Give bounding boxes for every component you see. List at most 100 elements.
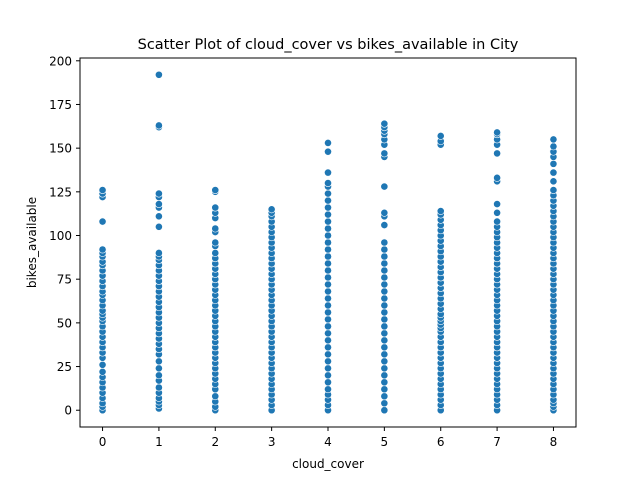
x-tick-label: 1 xyxy=(155,435,163,449)
data-point xyxy=(324,364,332,373)
data-point xyxy=(380,273,389,282)
x-tick-label: 7 xyxy=(493,435,501,449)
data-point xyxy=(324,315,332,324)
data-point xyxy=(155,371,163,380)
data-point xyxy=(324,196,332,205)
x-tick-label: 8 xyxy=(550,435,558,449)
data-point xyxy=(436,207,445,215)
data-point xyxy=(380,378,389,387)
x-tick-label: 2 xyxy=(211,435,219,449)
y-tick-label: 75 xyxy=(57,273,72,287)
data-point xyxy=(98,245,107,254)
x-tick-label: 0 xyxy=(99,435,107,449)
data-point xyxy=(155,189,163,198)
data-point xyxy=(211,238,220,247)
data-point xyxy=(324,259,332,268)
y-tick-label: 0 xyxy=(64,404,72,418)
data-point xyxy=(493,128,501,137)
data-point xyxy=(380,287,389,296)
data-point xyxy=(324,336,332,345)
data-point xyxy=(380,308,389,317)
data-point xyxy=(324,371,332,380)
data-point xyxy=(324,210,332,219)
data-point xyxy=(493,173,501,182)
data-point xyxy=(98,360,107,369)
x-tick-label: 3 xyxy=(268,435,276,449)
x-tick-label: 4 xyxy=(324,435,332,449)
data-point xyxy=(98,367,107,376)
data-point xyxy=(324,189,332,198)
data-point xyxy=(324,231,332,240)
data-point xyxy=(324,273,332,282)
data-point xyxy=(324,266,332,275)
data-point xyxy=(324,308,332,317)
data-point xyxy=(493,200,501,208)
data-point xyxy=(155,364,163,373)
data-point xyxy=(324,217,332,226)
data-point xyxy=(267,205,276,214)
data-point xyxy=(324,147,332,156)
data-point xyxy=(549,177,558,186)
data-point xyxy=(324,238,332,247)
y-tick-label: 50 xyxy=(57,316,72,330)
data-point xyxy=(155,70,163,79)
data-point xyxy=(211,186,220,194)
data-point xyxy=(380,322,389,331)
x-tick-label: 6 xyxy=(437,435,445,449)
data-point xyxy=(380,149,389,158)
x-tick-label: 5 xyxy=(381,435,389,449)
data-point xyxy=(324,139,332,147)
chart-title: Scatter Plot of cloud_cover vs bikes_ava… xyxy=(138,37,519,53)
data-point xyxy=(324,385,332,394)
data-point xyxy=(549,168,558,177)
y-axis: 0 25 50 75 100 125 150 175 200 xyxy=(49,54,80,418)
y-tick-label: 100 xyxy=(49,229,72,243)
data-point xyxy=(324,287,332,296)
y-tick-label: 125 xyxy=(49,185,72,199)
x-axis: 0 1 2 3 4 5 6 7 8 xyxy=(99,427,558,449)
data-point xyxy=(155,383,163,392)
data-point xyxy=(324,252,332,261)
data-point xyxy=(380,238,389,247)
data-point xyxy=(380,343,389,352)
data-point xyxy=(324,378,332,387)
data-point xyxy=(155,212,163,221)
x-axis-label: cloud_cover xyxy=(292,457,364,471)
data-point xyxy=(380,301,389,310)
data-point xyxy=(211,224,220,233)
data-point xyxy=(380,336,389,345)
data-point xyxy=(324,294,332,303)
data-point xyxy=(324,168,332,177)
data-point xyxy=(211,203,220,212)
data-point xyxy=(155,249,163,257)
data-point xyxy=(324,245,332,254)
data-point xyxy=(324,179,332,187)
data-point xyxy=(380,385,389,394)
data-point xyxy=(493,208,501,217)
data-point xyxy=(436,132,445,140)
data-point xyxy=(380,221,389,229)
data-point xyxy=(380,208,389,217)
data-point xyxy=(211,249,220,257)
data-point xyxy=(380,119,389,128)
data-point xyxy=(380,280,389,289)
data-point xyxy=(380,357,389,366)
data-point xyxy=(380,266,389,275)
points-layer xyxy=(98,70,558,415)
data-point xyxy=(324,301,332,310)
data-point xyxy=(380,406,389,415)
data-point xyxy=(155,121,163,130)
data-point xyxy=(324,203,332,212)
data-point xyxy=(324,329,332,338)
data-point xyxy=(380,364,389,373)
data-point xyxy=(380,252,389,261)
data-point xyxy=(380,371,389,380)
data-point xyxy=(98,186,107,194)
data-point xyxy=(324,343,332,352)
data-point xyxy=(549,186,558,194)
data-point xyxy=(98,217,107,226)
data-point xyxy=(155,200,163,208)
data-point xyxy=(380,315,389,324)
data-point xyxy=(493,217,501,226)
